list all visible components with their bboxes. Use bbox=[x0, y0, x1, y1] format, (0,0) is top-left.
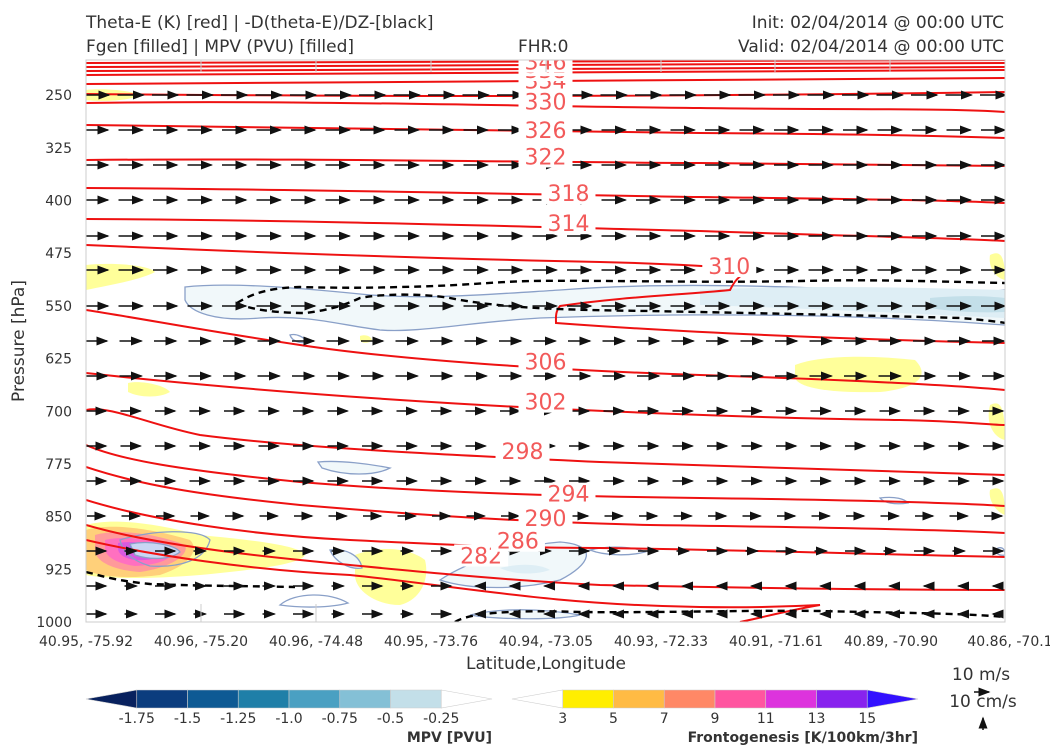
colorbar-tick: 5 bbox=[609, 711, 618, 727]
colorbar-swatch bbox=[816, 689, 868, 709]
mpv-colorbar-label: MPV [PVU] bbox=[407, 730, 492, 746]
y-tick-label: 250 bbox=[45, 88, 72, 104]
colorbar-swatch bbox=[339, 689, 391, 709]
colorbar-swatch bbox=[85, 689, 138, 709]
vector-legend-horizontal: 10 m/s bbox=[952, 665, 1010, 685]
y-tick-label: 775 bbox=[45, 457, 72, 473]
x-axis-label: Latitude,Longitude bbox=[466, 654, 626, 674]
theta-e-label: 326 bbox=[525, 119, 567, 144]
theta-e-label: 318 bbox=[547, 182, 589, 207]
theta-e-label-bg bbox=[541, 212, 596, 235]
theta-e-label: 302 bbox=[525, 391, 567, 416]
theta-e-label: 290 bbox=[525, 507, 567, 532]
theta-e-label-bg bbox=[541, 181, 596, 204]
colorbar-swatch bbox=[511, 689, 564, 709]
x-tick-label: 40.94, -73.05 bbox=[499, 634, 593, 650]
theta-e-label: 322 bbox=[525, 145, 567, 170]
theta-e-label-bg bbox=[518, 350, 573, 373]
theta-e-labels: 2822862902942983023063103143183223263303… bbox=[454, 60, 757, 569]
x-tick-labels: 40.95, -75.92 40.96, -75.20 40.96, -74.48 4… bbox=[39, 634, 1050, 650]
theta-e-label: 286 bbox=[497, 530, 539, 555]
colorbar-swatch bbox=[187, 689, 239, 709]
x-tick-label: 40.96, -74.48 bbox=[269, 634, 363, 650]
colorbar-tick: -0.75 bbox=[322, 711, 358, 727]
colorbar-swatch bbox=[866, 689, 919, 709]
x-tick-label: 40.95, -75.92 bbox=[39, 634, 133, 650]
y-tick-label: 400 bbox=[45, 194, 72, 210]
init-time: Init: 02/04/2014 @ 00:00 UTC bbox=[751, 13, 1004, 33]
colorbar-swatch bbox=[440, 689, 493, 709]
colorbar-swatch bbox=[288, 689, 341, 709]
colorbar-tick: 13 bbox=[808, 711, 826, 727]
theta-e-label: 330 bbox=[525, 91, 567, 116]
theta-e-label: 298 bbox=[502, 440, 544, 465]
x-tick-label: 40.95, -73.76 bbox=[384, 634, 478, 650]
fgen-colorbar: 3 5 7 9 11 13 15 bbox=[511, 689, 919, 727]
theta-e-label-bg bbox=[495, 439, 550, 462]
colorbar-tick: -1.25 bbox=[220, 711, 256, 727]
colorbar-tick: 11 bbox=[757, 711, 775, 727]
fgen-colorbar-label: Frontogenesis [K/100km/3hr] bbox=[688, 730, 918, 746]
wind-vectors bbox=[86, 90, 1005, 619]
title-left-2: Fgen [filled] | MPV (PVU) [filled] bbox=[86, 37, 355, 57]
y-axis-label: Pressure [hPa] bbox=[9, 280, 29, 402]
theta-e-label-bg bbox=[518, 90, 573, 113]
colorbar-swatch bbox=[765, 689, 817, 709]
colorbar-tick: -1.5 bbox=[174, 711, 201, 727]
colorbar-tick: -0.25 bbox=[423, 711, 459, 727]
theta-e-label-bg bbox=[518, 507, 573, 530]
colorbar-swatch bbox=[390, 689, 442, 709]
colorbar-swatch bbox=[562, 689, 614, 709]
y-tick-label: 550 bbox=[45, 299, 72, 315]
colorbar-tick: 15 bbox=[858, 711, 876, 727]
x-tick-label: 40.96, -75.20 bbox=[154, 634, 248, 650]
y-tick-label: 1000 bbox=[36, 615, 72, 631]
vector-legend-vertical: 10 cm/s bbox=[949, 692, 1017, 712]
x-tick-label: 40.86, -70.1 bbox=[967, 634, 1050, 650]
colorbar-tick: -1.75 bbox=[119, 711, 155, 727]
y-tick-label: 625 bbox=[45, 352, 72, 368]
theta-e-label-bg bbox=[541, 482, 596, 505]
theta-e-label: 294 bbox=[547, 483, 589, 508]
theta-e-label-bg bbox=[490, 529, 545, 552]
theta-e-label-bg bbox=[518, 145, 573, 168]
x-tick-label: 40.93, -72.33 bbox=[614, 634, 708, 650]
theta-e-label: 306 bbox=[525, 351, 567, 376]
colorbar-tick: -1.0 bbox=[275, 711, 302, 727]
mpv-colorbar: -1.75 -1.5 -1.25 -1.0 -0.75 -0.5 -0.25 bbox=[85, 689, 493, 727]
colorbar-tick: 7 bbox=[660, 711, 669, 727]
valid-time: Valid: 02/04/2014 @ 00:00 UTC bbox=[738, 37, 1004, 57]
colorbar-tick: 9 bbox=[711, 711, 720, 727]
x-tick-label: 40.91, -71.61 bbox=[729, 634, 823, 650]
colorbar-tick: 3 bbox=[558, 711, 567, 727]
fhr-label: FHR:0 bbox=[518, 37, 569, 57]
theta-e-label-bg bbox=[518, 390, 573, 413]
y-tick-label: 475 bbox=[45, 246, 72, 262]
colorbar-swatch bbox=[136, 689, 188, 709]
x-minor-ticks bbox=[200, 60, 891, 622]
colorbar-swatch bbox=[613, 689, 665, 709]
theta-e-label: 310 bbox=[708, 255, 750, 280]
theta-e-label: 314 bbox=[547, 212, 589, 237]
title-left-1: Theta-E (K) [red] | -D(theta-E)/DZ-[blac… bbox=[86, 13, 434, 33]
y-tick-label: 700 bbox=[45, 404, 72, 420]
y-tick-label: 925 bbox=[45, 562, 72, 578]
y-tick-labels: 250 325 400 475 550 625 700 775 850 925 1000 bbox=[36, 88, 72, 631]
colorbar-swatch bbox=[663, 689, 716, 709]
y-tick-label: 850 bbox=[45, 510, 72, 526]
theta-e-label-bg bbox=[518, 118, 573, 141]
colorbar-swatch bbox=[714, 689, 767, 709]
y-tick-label: 325 bbox=[45, 141, 72, 157]
x-tick-label: 40.89, -70.90 bbox=[844, 634, 938, 650]
colorbar-tick: -0.5 bbox=[377, 711, 404, 727]
theta-e-label-bg bbox=[702, 255, 757, 278]
colorbar-swatch bbox=[237, 689, 290, 709]
